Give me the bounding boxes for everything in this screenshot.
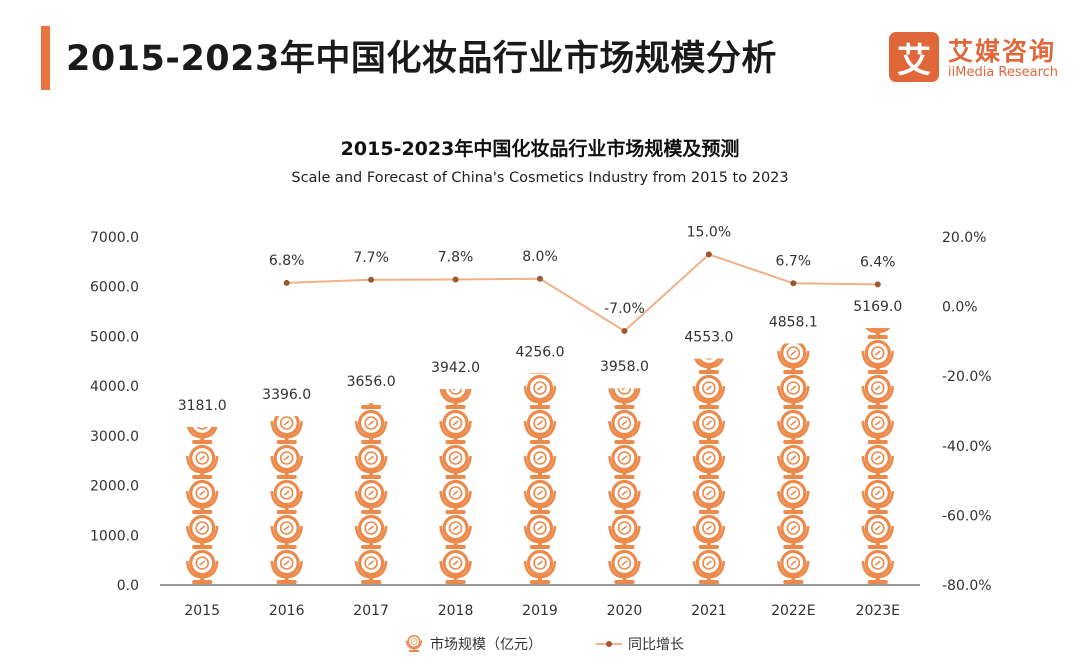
y-right-tick-label: -40.0% bbox=[942, 439, 992, 455]
y-left-tick-label: 7000.0 bbox=[90, 230, 139, 246]
iimedia-logo: 艾 艾媒咨询 iiMedia Research bbox=[886, 30, 1062, 84]
growth-point bbox=[537, 275, 543, 282]
bar-value-label: 3958.0 bbox=[600, 359, 649, 375]
growth-point bbox=[790, 280, 797, 287]
legend-mirror-icon bbox=[405, 634, 423, 653]
y-axis-left: 0.0 1000.0 2000.0 3000.0 4000.0 5000.0 6000.0 7… bbox=[90, 230, 139, 594]
market-size-bar bbox=[692, 358, 726, 585]
growth-value-label: 15.0% bbox=[687, 224, 731, 240]
legend-label: 同比增长 bbox=[628, 637, 684, 653]
legend-label: 市场规模（亿元） bbox=[430, 636, 542, 653]
market-size-bar bbox=[185, 426, 219, 585]
y-right-tick-label: 20.0% bbox=[942, 230, 986, 246]
x-tick-label: 2022E bbox=[771, 603, 815, 619]
growth-point bbox=[621, 327, 628, 334]
growth-point bbox=[452, 276, 459, 283]
growth-value-label: -7.0% bbox=[604, 301, 645, 317]
growth-line bbox=[286, 253, 878, 333]
growth-value-label: 6.4% bbox=[860, 254, 896, 270]
chart-subtitle: Scale and Forecast of China's Cosmetics … bbox=[291, 170, 789, 186]
growth-point bbox=[368, 276, 375, 283]
y-left-tick-label: 6000.0 bbox=[90, 280, 139, 296]
market-size-bar bbox=[438, 389, 473, 585]
bar-value-label: 3181.0 bbox=[178, 398, 227, 414]
y-left-tick-label: 2000.0 bbox=[90, 479, 139, 495]
y-right-tick-label: -80.0% bbox=[942, 578, 992, 594]
y-right-tick-label: -20.0% bbox=[942, 369, 992, 385]
x-axis: 2015 2016 2017 2018 2019 2020 2021 2022E 2023E bbox=[160, 584, 920, 619]
growth-point bbox=[705, 251, 712, 258]
market-size-bar bbox=[354, 403, 388, 585]
y-axis-right: -80.0% -60.0% -40.0% -20.0% 0.0% 20.0% bbox=[942, 230, 992, 594]
legend-marker-icon bbox=[606, 641, 612, 647]
x-tick-label: 2017 bbox=[353, 603, 389, 619]
title-accent-bar bbox=[41, 26, 50, 90]
x-tick-label: 2020 bbox=[607, 603, 643, 619]
x-tick-label: 2021 bbox=[691, 603, 727, 619]
growth-value-label: 6.7% bbox=[776, 253, 812, 269]
growth-value-label: 7.7% bbox=[353, 250, 389, 266]
market-size-series: 3181.0 3396.0 3656.0 3942.0 4256.0 3958.0 4553… bbox=[178, 299, 902, 586]
y-left-tick-label: 3000.0 bbox=[90, 429, 139, 445]
x-tick-label: 2018 bbox=[438, 603, 474, 619]
logo-name-cn: 艾媒咨询 bbox=[948, 37, 1057, 66]
y-right-tick-label: 0.0% bbox=[942, 300, 978, 316]
y-right-tick-label: -60.0% bbox=[942, 508, 992, 524]
chart-legend: 市场规模（亿元） 同比增长 bbox=[405, 634, 684, 653]
growth-value-label: 8.0% bbox=[522, 249, 558, 265]
market-size-bar bbox=[270, 416, 304, 585]
x-tick-label: 2019 bbox=[522, 603, 558, 619]
bar-value-label: 3942.0 bbox=[431, 360, 480, 376]
bar-value-label: 3656.0 bbox=[347, 374, 396, 390]
logo-name-en: iiMedia Research bbox=[948, 65, 1059, 80]
y-left-tick-label: 5000.0 bbox=[90, 329, 139, 345]
market-size-bar bbox=[776, 343, 810, 585]
growth-value-label: 7.8% bbox=[438, 249, 474, 265]
growth-rate-series: 6.8% 7.7% 7.8% 8.0% -7.0% 15.0% 6.7% 6.4% bbox=[269, 224, 896, 334]
bar-value-label: 5169.0 bbox=[853, 299, 902, 315]
bar-value-label: 4256.0 bbox=[516, 344, 565, 360]
x-tick-label: 2016 bbox=[269, 603, 305, 619]
x-tick-label: 2023E bbox=[856, 603, 900, 619]
page-title: 2015-2023年中国化妆品行业市场规模分析 bbox=[66, 39, 777, 79]
bar-value-label: 4858.1 bbox=[769, 314, 818, 330]
y-left-tick-label: 0.0 bbox=[117, 578, 139, 594]
growth-value-label: 6.8% bbox=[269, 253, 305, 269]
logo-mark-icon: 艾 bbox=[889, 32, 939, 82]
growth-point bbox=[283, 279, 290, 286]
legend-item-growth: 同比增长 bbox=[596, 637, 684, 653]
market-size-bar bbox=[861, 328, 895, 585]
legend-item-market-size: 市场规模（亿元） bbox=[405, 634, 542, 653]
bar-value-label: 4553.0 bbox=[684, 330, 733, 346]
x-tick-label: 2015 bbox=[184, 603, 220, 619]
y-left-tick-label: 1000.0 bbox=[90, 528, 139, 544]
growth-point bbox=[874, 281, 881, 288]
chart-title: 2015-2023年中国化妆品行业市场规模及预测 bbox=[340, 138, 740, 160]
market-size-bar bbox=[523, 373, 557, 585]
market-size-bar bbox=[607, 388, 642, 586]
y-left-tick-label: 4000.0 bbox=[90, 379, 139, 395]
bar-value-label: 3396.0 bbox=[262, 387, 311, 403]
